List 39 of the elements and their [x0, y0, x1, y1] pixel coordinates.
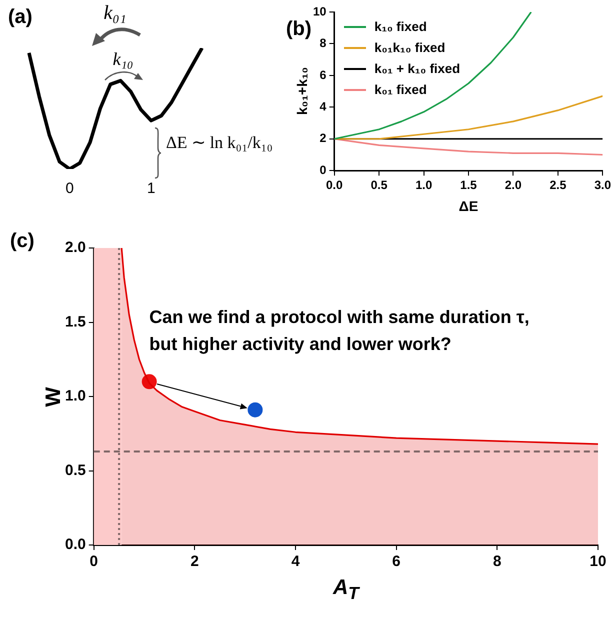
y-tick-label: 6: [320, 68, 327, 82]
chart-title: (a): [8, 6, 32, 29]
x-tick-label: 0.5: [370, 178, 388, 192]
x-tick-label: 1.0: [415, 178, 432, 192]
x-tick-label: 1.5: [460, 178, 478, 192]
y-axis-title: W: [42, 386, 66, 406]
y-tick-label: 0.5: [64, 462, 86, 479]
y-tick-label: 4: [320, 99, 327, 114]
x-axis-title: ΔE: [458, 198, 478, 214]
x-tick-label: 6: [392, 553, 401, 570]
x-tick-label: 8: [493, 553, 502, 570]
x-axis-title: A$_{T}$: [332, 576, 359, 604]
text: k₀₁: [104, 1, 126, 25]
x-tick-label: 4: [291, 553, 300, 570]
x-tick-label: 3.0: [594, 178, 612, 192]
annotation: Can we find a protocol with same duration τ, but higher activity and lower work?: [149, 306, 530, 356]
x-tick-label: 2.0: [504, 178, 522, 192]
y-tick-label: 10: [312, 4, 327, 18]
y-axis-title: k₀₁+k₁₀: [294, 67, 310, 116]
y-tick-label: 1.0: [64, 388, 86, 405]
y-tick-label: 0.0: [64, 536, 86, 554]
x-tick-label: 10: [590, 553, 606, 570]
y-tick-label: 2: [320, 131, 327, 146]
annotation: ΔE ∼ ln k₀₁/k₁₀: [166, 132, 273, 154]
y-tick-label: 8: [320, 36, 327, 50]
x-tick-label: 2.5: [550, 178, 567, 192]
x-tick-label: 1: [146, 180, 156, 198]
x-tick-label: 0: [90, 553, 98, 570]
legend-label: k₀₁ + k₁₀ fixed: [374, 61, 460, 76]
chart-title: (b): [286, 18, 312, 41]
y-tick-label: 0: [320, 162, 327, 177]
chart-title: (c): [10, 230, 34, 253]
legend-label: k₀₁k₁₀ fixed: [374, 40, 446, 55]
y-tick-label: 2.0: [64, 239, 86, 256]
y-tick-label: 1.5: [64, 313, 86, 330]
annotation: k₁₀: [112, 49, 134, 71]
legend-label: k₀₁ fixed: [374, 82, 427, 97]
legend-label: k₁₀ fixed: [374, 19, 427, 34]
x-tick-label: 2: [190, 553, 199, 570]
